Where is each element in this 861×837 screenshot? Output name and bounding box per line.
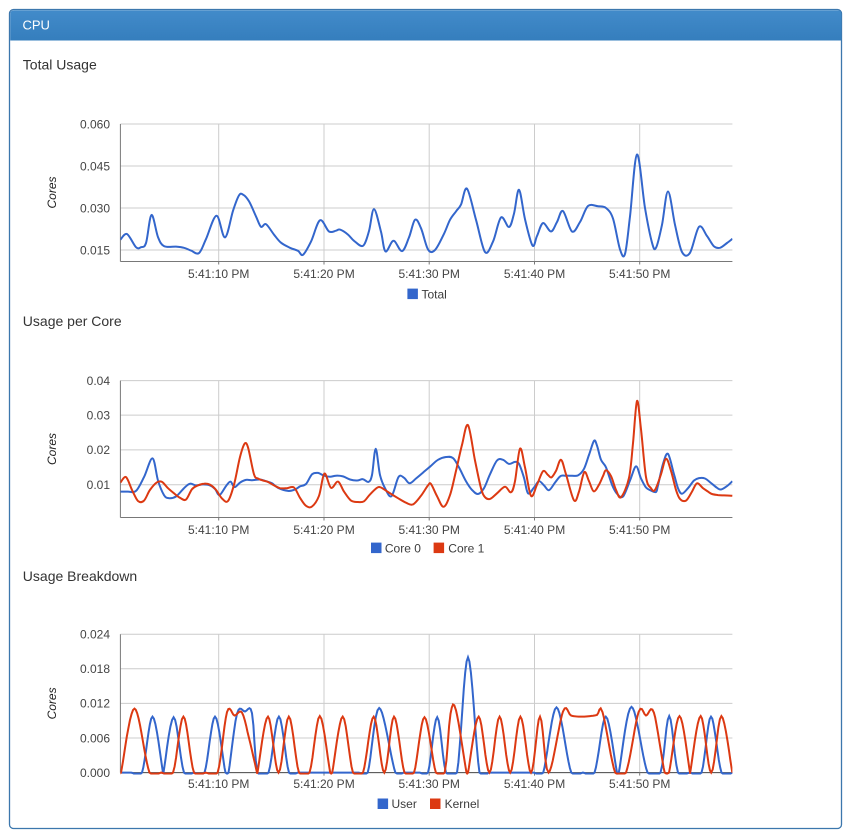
svg-text:5:41:10 PM: 5:41:10 PM <box>188 523 249 537</box>
svg-text:5:41:30 PM: 5:41:30 PM <box>399 777 460 791</box>
svg-text:5:41:10 PM: 5:41:10 PM <box>188 777 249 791</box>
svg-text:Cores: Cores <box>45 433 59 465</box>
svg-text:5:41:20 PM: 5:41:20 PM <box>293 523 354 537</box>
svg-text:0.02: 0.02 <box>87 443 111 457</box>
svg-text:Core 1: Core 1 <box>448 541 484 555</box>
svg-text:Cores: Cores <box>45 687 59 719</box>
svg-text:0.04: 0.04 <box>87 374 111 388</box>
svg-text:Usage per Core: Usage per Core <box>23 313 122 329</box>
svg-text:0.045: 0.045 <box>80 159 110 173</box>
svg-text:5:41:30 PM: 5:41:30 PM <box>399 267 460 281</box>
svg-text:5:41:10 PM: 5:41:10 PM <box>188 267 249 281</box>
svg-text:0.000: 0.000 <box>80 766 110 780</box>
svg-text:5:41:40 PM: 5:41:40 PM <box>504 523 565 537</box>
svg-text:0.006: 0.006 <box>80 731 110 745</box>
svg-text:0.01: 0.01 <box>87 478 111 492</box>
svg-text:Total Usage: Total Usage <box>23 57 97 73</box>
svg-text:5:41:50 PM: 5:41:50 PM <box>609 267 670 281</box>
svg-text:0.015: 0.015 <box>80 243 110 257</box>
svg-text:5:41:20 PM: 5:41:20 PM <box>293 267 354 281</box>
svg-text:5:41:40 PM: 5:41:40 PM <box>504 777 565 791</box>
svg-text:0.060: 0.060 <box>80 117 110 131</box>
svg-text:0.018: 0.018 <box>80 662 110 676</box>
svg-text:0.03: 0.03 <box>87 408 111 422</box>
svg-text:5:41:50 PM: 5:41:50 PM <box>609 523 670 537</box>
svg-text:Total: Total <box>422 287 447 301</box>
svg-text:Core 0: Core 0 <box>385 541 421 555</box>
svg-text:0.024: 0.024 <box>80 628 110 642</box>
svg-text:5:41:30 PM: 5:41:30 PM <box>399 523 460 537</box>
svg-text:CPU: CPU <box>23 17 50 32</box>
svg-text:Usage Breakdown: Usage Breakdown <box>23 568 137 584</box>
svg-text:5:41:50 PM: 5:41:50 PM <box>609 777 670 791</box>
svg-text:0.012: 0.012 <box>80 697 110 711</box>
svg-text:Cores: Cores <box>45 176 59 208</box>
svg-text:5:41:20 PM: 5:41:20 PM <box>293 777 354 791</box>
svg-text:0.030: 0.030 <box>80 201 110 215</box>
svg-text:Kernel: Kernel <box>445 797 480 811</box>
svg-text:5:41:40 PM: 5:41:40 PM <box>504 267 565 281</box>
svg-text:User: User <box>392 797 417 811</box>
